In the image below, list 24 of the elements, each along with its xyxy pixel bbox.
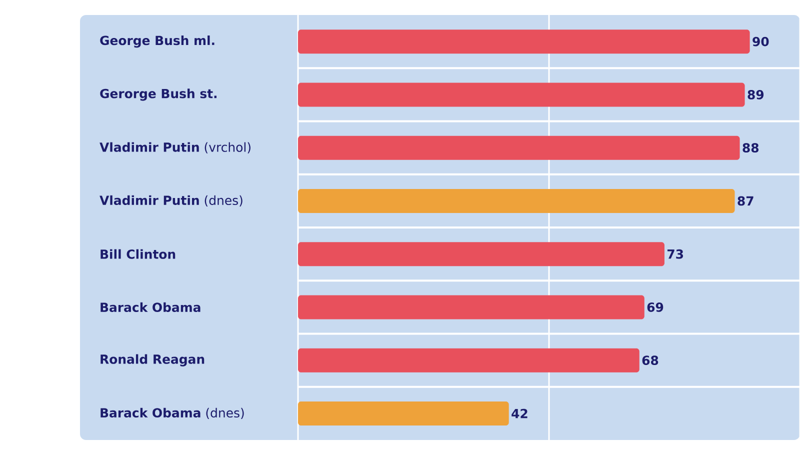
- bar: [298, 188, 735, 213]
- bar: [298, 295, 644, 320]
- y-tick-label: Barack Obama: [100, 302, 200, 312]
- data-label: 87: [738, 196, 754, 206]
- bar: [298, 82, 745, 107]
- data-label: 73: [667, 249, 684, 259]
- y-tick-label: Vladimir Putin (dnes): [100, 195, 242, 206]
- y-tick-label: Bill Clinton: [100, 249, 176, 259]
- y-tick-label: Ronald Reagan: [100, 354, 204, 366]
- bar: [298, 136, 740, 160]
- data-label: 89: [748, 90, 764, 100]
- bar: [298, 348, 640, 372]
- data-label: 68: [642, 356, 658, 366]
- data-label: 90: [752, 36, 769, 46]
- data-label: 42: [512, 408, 528, 418]
- bar: [298, 242, 664, 266]
- bar: [298, 30, 750, 54]
- y-tick-label: Gerorge Bush st.: [100, 88, 216, 101]
- data-label: 69: [647, 302, 664, 312]
- y-tick-label: George Bush ml.: [100, 35, 214, 48]
- y-tick-label: Barack Obama (dnes): [100, 408, 244, 419]
- y-tick-label: Vladimir Putin (vrchol): [100, 142, 250, 154]
- data-label: 88: [742, 143, 759, 153]
- bar: [298, 401, 509, 426]
